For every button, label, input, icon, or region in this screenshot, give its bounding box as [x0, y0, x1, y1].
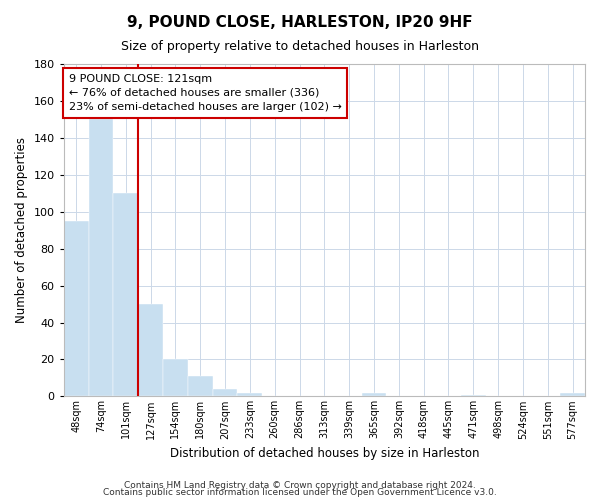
Y-axis label: Number of detached properties: Number of detached properties — [15, 137, 28, 323]
Bar — [362, 392, 386, 396]
Bar — [188, 376, 212, 396]
Bar — [560, 392, 585, 396]
Bar — [238, 392, 262, 396]
Bar — [64, 221, 89, 396]
Text: 9 POUND CLOSE: 121sqm
← 76% of detached houses are smaller (336)
23% of semi-det: 9 POUND CLOSE: 121sqm ← 76% of detached … — [69, 74, 342, 112]
Text: Contains public sector information licensed under the Open Government Licence v3: Contains public sector information licen… — [103, 488, 497, 497]
Text: 9, POUND CLOSE, HARLESTON, IP20 9HF: 9, POUND CLOSE, HARLESTON, IP20 9HF — [127, 15, 473, 30]
X-axis label: Distribution of detached houses by size in Harleston: Distribution of detached houses by size … — [170, 447, 479, 460]
Bar — [113, 194, 138, 396]
Text: Size of property relative to detached houses in Harleston: Size of property relative to detached ho… — [121, 40, 479, 53]
Bar — [138, 304, 163, 396]
Bar — [461, 394, 486, 396]
Bar — [89, 120, 113, 396]
Text: Contains HM Land Registry data © Crown copyright and database right 2024.: Contains HM Land Registry data © Crown c… — [124, 480, 476, 490]
Bar — [163, 360, 188, 397]
Bar — [212, 389, 238, 396]
